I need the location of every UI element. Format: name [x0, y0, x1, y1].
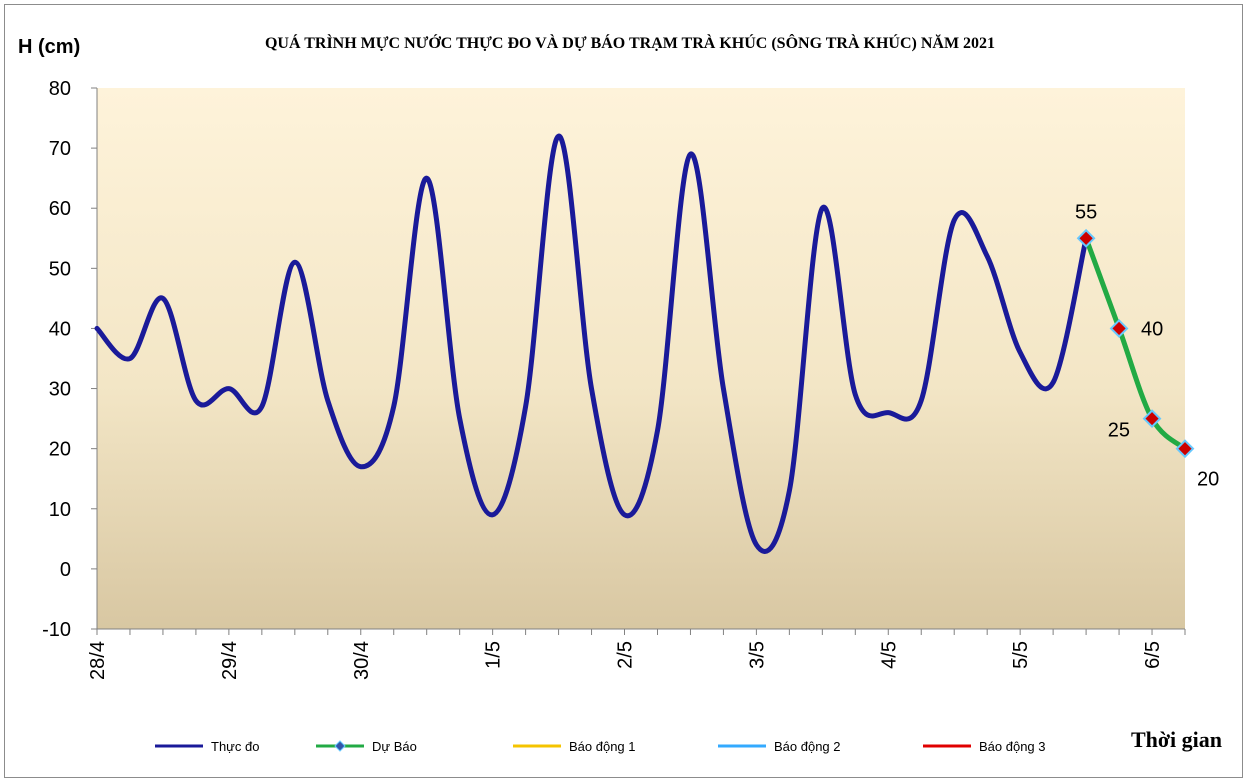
- legend-entry: Báo động 3: [979, 739, 1046, 754]
- y-tick-label: 80: [49, 78, 71, 100]
- data-label: 40: [1141, 318, 1163, 340]
- data-label: 25: [1108, 420, 1130, 442]
- x-tick-label: 6/5: [1142, 641, 1164, 669]
- legend: Thực đo Dự Báo Báo động 1 Báo động 2 Báo độn…: [155, 739, 1046, 754]
- plot-area: [97, 88, 1185, 629]
- x-tick-label: 30/4: [351, 641, 373, 680]
- y-tick-label: 40: [49, 318, 71, 340]
- y-tick-label: -10: [42, 619, 71, 641]
- x-tick-label: 4/5: [878, 641, 900, 669]
- legend-entry: Báo động 1: [569, 739, 636, 754]
- y-tick-label: 10: [49, 499, 71, 521]
- x-axis-label: Thời gian: [1131, 727, 1222, 752]
- data-point-du-bao: [1076, 228, 1096, 248]
- y-tick-label: 60: [49, 198, 71, 220]
- y-axis-label: H (cm): [18, 36, 80, 58]
- series-line-du-bao: [1083, 235, 1188, 452]
- data-point-du-bao: [1109, 319, 1129, 338]
- y-tick-label: 50: [49, 258, 71, 280]
- legend-entry: Báo động 2: [774, 739, 841, 754]
- y-tick-label: 0: [60, 559, 71, 581]
- x-tick-label: 1/5: [483, 641, 505, 669]
- y-tick-label: 70: [49, 138, 71, 160]
- series-line-thuc-do: [94, 133, 1089, 554]
- legend-entry: Thực đo: [211, 739, 259, 754]
- x-tick-label: 2/5: [615, 641, 637, 669]
- data-label: 55: [1075, 201, 1097, 223]
- data-point-du-bao: [1175, 439, 1195, 459]
- x-tick-label: 3/5: [746, 641, 768, 669]
- data-point-du-bao: [1142, 409, 1162, 429]
- chart-title: QUÁ TRÌNH MỰC NƯỚC THỰC ĐO VÀ DỰ BÁO TRẠ…: [265, 33, 995, 52]
- y-tick-label: 30: [49, 379, 71, 401]
- legend-entry: Dự Báo: [372, 739, 417, 754]
- data-label: 20: [1197, 469, 1219, 491]
- x-tick-label: 29/4: [219, 641, 241, 680]
- y-tick-label: 20: [49, 439, 71, 461]
- legend-marker: [334, 740, 346, 752]
- x-tick-label: 28/4: [87, 641, 109, 680]
- x-tick-label: 5/5: [1010, 641, 1032, 669]
